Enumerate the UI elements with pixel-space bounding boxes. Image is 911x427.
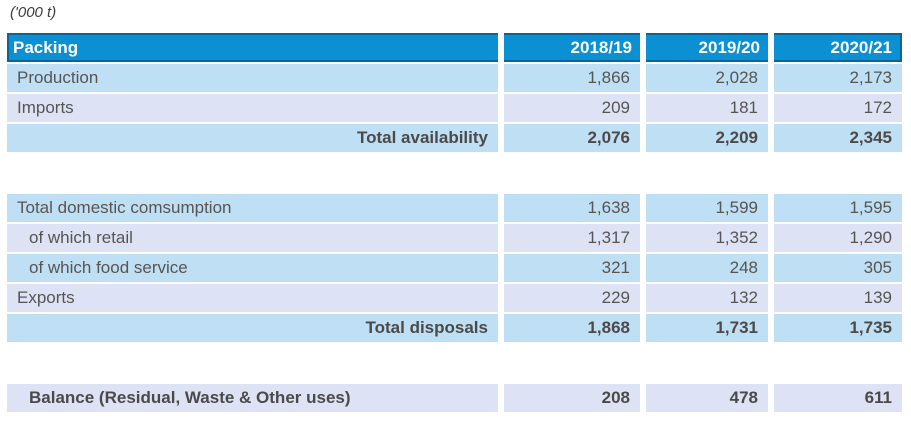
table-header-row: Packing 2018/19 2019/20 2020/21 [7, 33, 902, 62]
row-label: Total availability [7, 124, 498, 152]
row-value: 1,352 [646, 224, 768, 252]
section-gap [7, 344, 902, 382]
row-value: 248 [646, 254, 768, 282]
row-label: Total disposals [7, 314, 498, 342]
row-value: 1,866 [504, 64, 640, 92]
row-value: 2,345 [774, 124, 902, 152]
table-row-balance: Balance (Residual, Waste & Other uses) 2… [7, 384, 902, 412]
row-value: 181 [646, 94, 768, 122]
row-label: Exports [7, 284, 498, 312]
row-value: 1,735 [774, 314, 902, 342]
row-value: 1,731 [646, 314, 768, 342]
row-label: Balance (Residual, Waste & Other uses) [7, 384, 498, 412]
row-value: 321 [504, 254, 640, 282]
row-value: 1,638 [504, 194, 640, 222]
table-row-total-disposals: Total disposals 1,868 1,731 1,735 [7, 314, 902, 342]
row-value: 2,028 [646, 64, 768, 92]
row-value: 1,290 [774, 224, 902, 252]
table-row-production: Production 1,866 2,028 2,173 [7, 64, 902, 92]
row-label: Total domestic comsumption [7, 194, 498, 222]
row-label: Production [7, 64, 498, 92]
row-value: 1,868 [504, 314, 640, 342]
row-label: Imports [7, 94, 498, 122]
section-gap [7, 154, 902, 192]
row-value: 2,076 [504, 124, 640, 152]
row-value: 209 [504, 94, 640, 122]
row-value: 132 [646, 284, 768, 312]
row-value: 229 [504, 284, 640, 312]
header-packing: Packing [7, 33, 498, 62]
header-col-2019-20: 2019/20 [646, 33, 768, 62]
row-label: of which retail [7, 224, 498, 252]
row-value: 611 [774, 384, 902, 412]
units-caption: ('000 t) [10, 4, 57, 21]
table-row-exports: Exports 229 132 139 [7, 284, 902, 312]
row-value: 1,599 [646, 194, 768, 222]
table-row-total-availability: Total availability 2,076 2,209 2,345 [7, 124, 902, 152]
row-value: 2,209 [646, 124, 768, 152]
row-value: 208 [504, 384, 640, 412]
row-value: 1,317 [504, 224, 640, 252]
row-value: 172 [774, 94, 902, 122]
row-value: 2,173 [774, 64, 902, 92]
packing-table: Packing 2018/19 2019/20 2020/21 Producti… [7, 33, 902, 412]
row-value: 139 [774, 284, 902, 312]
row-value: 305 [774, 254, 902, 282]
header-col-2018-19: 2018/19 [504, 33, 640, 62]
row-label: of which food service [7, 254, 498, 282]
row-value: 1,595 [774, 194, 902, 222]
header-col-2020-21: 2020/21 [774, 33, 902, 62]
table-row-of-which-retail: of which retail 1,317 1,352 1,290 [7, 224, 902, 252]
table-row-total-domestic-consumption: Total domestic comsumption 1,638 1,599 1… [7, 194, 902, 222]
row-value: 478 [646, 384, 768, 412]
table-row-imports: Imports 209 181 172 [7, 94, 902, 122]
table-row-of-which-food-service: of which food service 321 248 305 [7, 254, 902, 282]
